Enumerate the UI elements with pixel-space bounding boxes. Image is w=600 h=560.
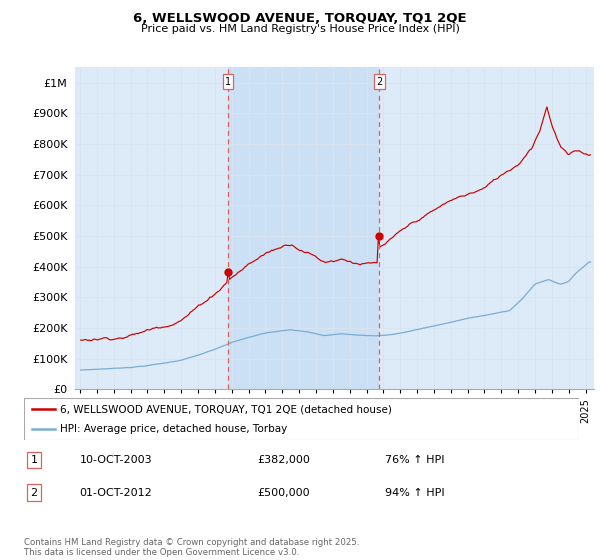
Text: Price paid vs. HM Land Registry's House Price Index (HPI): Price paid vs. HM Land Registry's House … [140, 24, 460, 34]
Text: 2: 2 [376, 77, 382, 87]
Text: £500,000: £500,000 [257, 488, 310, 497]
Bar [228, 67, 379, 389]
Text: 1: 1 [31, 455, 37, 465]
Text: 76% ↑ HPI: 76% ↑ HPI [385, 455, 444, 465]
Text: 6, WELLSWOOD AVENUE, TORQUAY, TQ1 2QE (detached house): 6, WELLSWOOD AVENUE, TORQUAY, TQ1 2QE (d… [60, 404, 392, 414]
Text: 6, WELLSWOOD AVENUE, TORQUAY, TQ1 2QE: 6, WELLSWOOD AVENUE, TORQUAY, TQ1 2QE [133, 12, 467, 25]
Text: 01-OCT-2012: 01-OCT-2012 [79, 488, 152, 497]
Text: 94% ↑ HPI: 94% ↑ HPI [385, 488, 445, 497]
Text: HPI: Average price, detached house, Torbay: HPI: Average price, detached house, Torb… [60, 424, 287, 434]
Text: £382,000: £382,000 [257, 455, 310, 465]
Text: Contains HM Land Registry data © Crown copyright and database right 2025.
This d: Contains HM Land Registry data © Crown c… [24, 538, 359, 557]
Text: 1: 1 [225, 77, 231, 87]
Text: 10-OCT-2003: 10-OCT-2003 [79, 455, 152, 465]
Text: 2: 2 [31, 488, 38, 497]
